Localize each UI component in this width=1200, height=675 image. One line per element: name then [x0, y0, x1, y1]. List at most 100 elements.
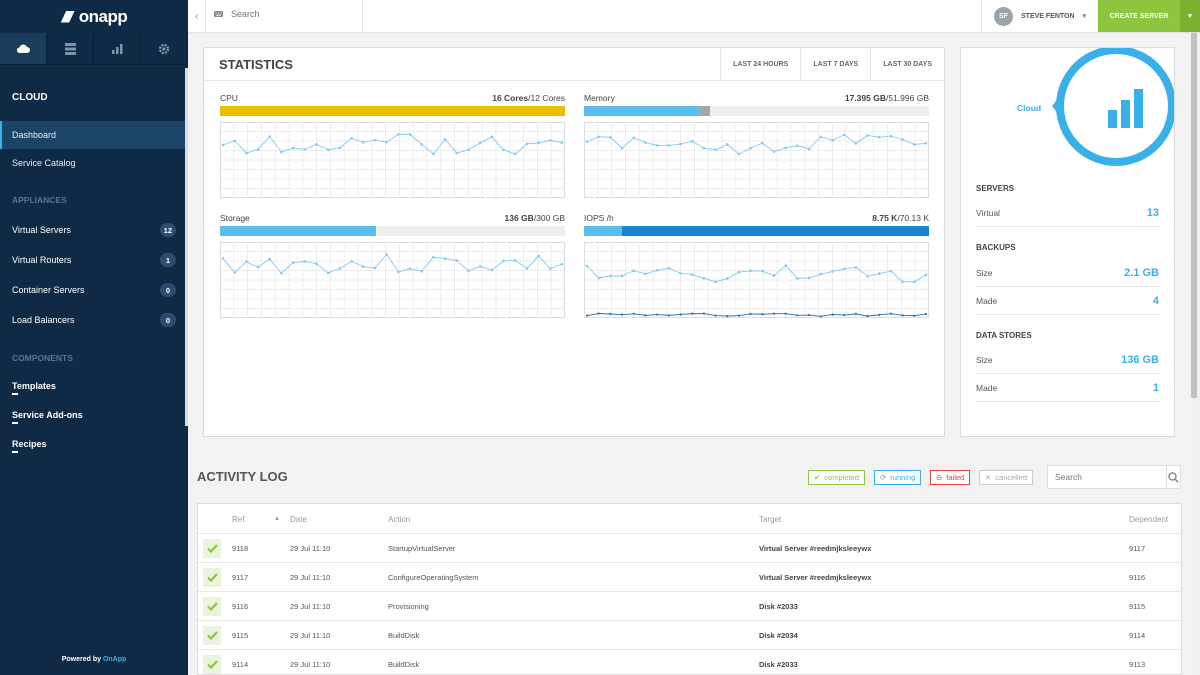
- filter-label: cancelled: [995, 473, 1027, 482]
- cell-target-link[interactable]: Disk #2033: [759, 602, 798, 611]
- range-30-days-button[interactable]: LAST 30 DAYS: [870, 48, 944, 80]
- sidebar-item-virtual-routers[interactable]: Virtual Routers 1: [0, 245, 188, 275]
- onapp-logo[interactable]: onapp: [0, 0, 188, 33]
- tab-settings[interactable]: [141, 33, 188, 64]
- check-icon: [206, 631, 218, 640]
- row-value: 1: [1152, 381, 1159, 394]
- cpu-metric: CPU 16 Cores/12 Cores: [220, 93, 565, 198]
- hero-ring: [1056, 48, 1174, 166]
- appliances-title: APPLIANCES: [12, 195, 67, 205]
- statistics-title: STATISTICS: [219, 56, 293, 72]
- row-value: 136 GB: [1121, 353, 1159, 366]
- row-value: 13: [1146, 206, 1159, 219]
- activity-log-title: ACTIVITY LOG: [197, 469, 288, 484]
- column-dependent[interactable]: Dependent: [1129, 514, 1169, 524]
- search-icon: [1168, 471, 1179, 483]
- table-row[interactable]: 9117 29 Jul 11:10 ConfigureOperatingSystem…: [198, 563, 1181, 592]
- cell-target-link[interactable]: Virtual Server #reedmjksleeywx: [759, 544, 872, 553]
- page-scrollbar[interactable]: [1188, 33, 1200, 675]
- refresh-icon: ⟳: [880, 473, 887, 482]
- table-row[interactable]: 9118 29 Jul 11:10 StartupVirtualServer Virt…: [198, 534, 1181, 563]
- underline-mark: [12, 392, 18, 395]
- table-row[interactable]: 9116 29 Jul 11:10 Provisioning Disk #2033 91…: [198, 592, 1181, 621]
- range-7-days-button[interactable]: LAST 7 DAYS: [800, 48, 870, 80]
- avatar: SF: [994, 6, 1013, 26]
- filter-completed-button[interactable]: ✔ completed: [808, 470, 865, 485]
- sidebar-item-dashboard[interactable]: Dashboard: [0, 121, 188, 149]
- statistics-panel: STATISTICS LAST 24 HOURS LAST 7 DAYS LAS…: [203, 47, 945, 437]
- column-ref[interactable]: Ref: [232, 514, 245, 524]
- usage-bar: [220, 226, 565, 236]
- filter-running-button[interactable]: ⟳ running: [874, 470, 922, 485]
- backups-made-row[interactable]: Made 4: [976, 287, 1159, 315]
- cell-target-link[interactable]: Disk #2033: [759, 660, 798, 669]
- create-server-button[interactable]: CREATE SERVER: [1098, 0, 1180, 32]
- metric-value: 8.75 K/70.13 K: [872, 213, 929, 225]
- metric-label: CPU: [220, 93, 238, 103]
- row-label: Made: [976, 382, 998, 393]
- hero-pointer: [1052, 96, 1060, 116]
- sidebar-item-recipes[interactable]: Recipes: [0, 431, 188, 460]
- sidebar-item-container-servers[interactable]: Container Servers 0: [0, 275, 188, 305]
- range-24-hours-button[interactable]: LAST 24 HOURS: [720, 48, 800, 80]
- column-action[interactable]: Action: [388, 514, 411, 524]
- tab-servers[interactable]: [47, 33, 94, 64]
- table-row[interactable]: 9115 29 Jul 11:10 BuildDisk Disk #2034 9114: [198, 621, 1181, 650]
- servers-virtual-row[interactable]: Virtual 13: [976, 199, 1159, 227]
- create-server-dropdown-button[interactable]: ▼: [1180, 0, 1200, 32]
- sidebar-item-load-balancers[interactable]: Load Balancers 0: [0, 305, 188, 335]
- backups-size-row[interactable]: Size 2.1 GB: [976, 259, 1159, 287]
- data-stores-size-row[interactable]: Size 136 GB: [976, 346, 1159, 374]
- underline-mark: [12, 421, 18, 424]
- table-header: Ref ▲ Date Action Target Dependent: [198, 504, 1181, 534]
- servers-title: SERVERS: [976, 184, 1015, 193]
- hero-label: Cloud: [1017, 103, 1042, 113]
- sidebar-scrollbar[interactable]: [185, 68, 188, 426]
- data-stores-made-row[interactable]: Made 1: [976, 374, 1159, 402]
- sidebar-item-service-catalog[interactable]: Service Catalog: [12, 158, 76, 168]
- cell-action: BuildDisk: [388, 631, 420, 640]
- sidebar-item-label: Virtual Routers: [12, 255, 72, 265]
- bar-chart-icon: [111, 43, 122, 54]
- cpu-sparkline: [220, 122, 565, 198]
- count-badge: 0: [160, 313, 176, 327]
- sidebar-item-service-add-ons[interactable]: Service Add-ons: [0, 402, 188, 431]
- collapse-sidebar-button[interactable]: ‹: [188, 0, 206, 32]
- usage-bar-extra-fill: [699, 106, 710, 116]
- check-icon: ✔: [814, 473, 821, 482]
- cell-action: StartupVirtualServer: [388, 544, 456, 553]
- count-badge: 1: [160, 253, 176, 267]
- table-row[interactable]: 9114 29 Jul 11:10 BuildDisk Disk #2033 9113: [198, 650, 1181, 674]
- search-input[interactable]: [231, 9, 351, 19]
- server-icon: [64, 42, 76, 55]
- caret-down-icon: ▾: [1082, 13, 1087, 20]
- cell-target-link[interactable]: Disk #2034: [759, 631, 798, 640]
- activity-search-input[interactable]: [1048, 466, 1166, 488]
- status-completed-cell: [203, 626, 221, 645]
- metric-total: /300 GB: [533, 213, 565, 223]
- activity-search-button[interactable]: [1166, 466, 1180, 488]
- user-menu[interactable]: SF STEVE FENTON ▾: [981, 0, 1098, 32]
- row-value: 2.1 GB: [1124, 266, 1159, 279]
- metric-value: 17.395 GB/51.996 GB: [845, 93, 929, 105]
- hero-bar: [1134, 89, 1143, 128]
- x-icon: ✕: [985, 473, 992, 482]
- sidebar-item-templates[interactable]: Templates: [0, 373, 188, 402]
- storage-sparkline: [220, 242, 565, 318]
- filter-label: completed: [824, 473, 859, 482]
- sidebar-item-virtual-servers[interactable]: Virtual Servers 12: [0, 215, 188, 245]
- scrollbar-thumb[interactable]: [1191, 33, 1197, 398]
- powered-brand-link[interactable]: OnApp: [102, 656, 127, 663]
- column-target[interactable]: Target: [759, 514, 782, 524]
- filter-cancelled-button[interactable]: ✕ cancelled: [979, 470, 1033, 485]
- filter-failed-button[interactable]: ⊖ failed: [930, 470, 971, 485]
- metric-label: IOPS /h: [584, 213, 614, 223]
- column-date[interactable]: Date: [290, 514, 307, 524]
- cell-target-link[interactable]: Virtual Server #reedmjksleeywx: [759, 573, 872, 582]
- tab-statistics[interactable]: [94, 33, 141, 64]
- metric-used: 8.75 K: [872, 213, 898, 223]
- sort-asc-icon[interactable]: ▲: [274, 516, 280, 522]
- cell-ref: 9118: [232, 544, 249, 553]
- tab-cloud[interactable]: [0, 33, 47, 64]
- usage-bar: [584, 226, 929, 236]
